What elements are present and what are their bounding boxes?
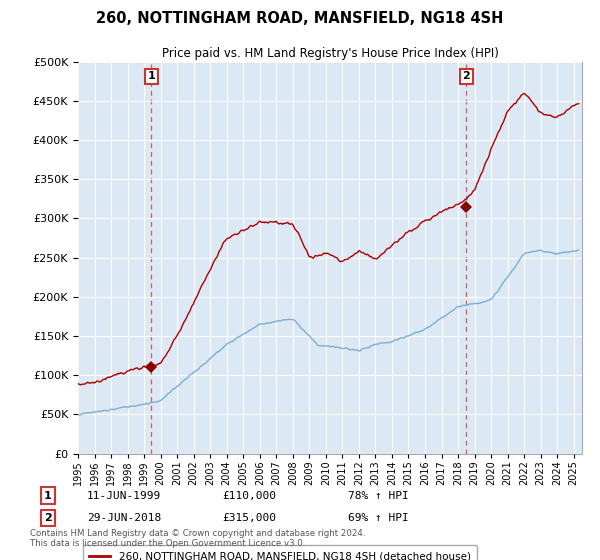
Text: £315,000: £315,000 bbox=[222, 513, 276, 523]
Legend: 260, NOTTINGHAM ROAD, MANSFIELD, NG18 4SH (detached house), HPI: Average price, : 260, NOTTINGHAM ROAD, MANSFIELD, NG18 4S… bbox=[83, 545, 477, 560]
Title: Price paid vs. HM Land Registry's House Price Index (HPI): Price paid vs. HM Land Registry's House … bbox=[161, 48, 499, 60]
Text: 2: 2 bbox=[44, 513, 52, 523]
Text: 69% ↑ HPI: 69% ↑ HPI bbox=[348, 513, 409, 523]
Text: 29-JUN-2018: 29-JUN-2018 bbox=[87, 513, 161, 523]
Text: 260, NOTTINGHAM ROAD, MANSFIELD, NG18 4SH: 260, NOTTINGHAM ROAD, MANSFIELD, NG18 4S… bbox=[97, 11, 503, 26]
Text: £110,000: £110,000 bbox=[222, 491, 276, 501]
Text: Contains HM Land Registry data © Crown copyright and database right 2024.
This d: Contains HM Land Registry data © Crown c… bbox=[30, 529, 365, 548]
Text: 1: 1 bbox=[44, 491, 52, 501]
Text: 11-JUN-1999: 11-JUN-1999 bbox=[87, 491, 161, 501]
Text: 2: 2 bbox=[462, 71, 470, 81]
Text: 1: 1 bbox=[148, 71, 155, 81]
Text: 78% ↑ HPI: 78% ↑ HPI bbox=[348, 491, 409, 501]
